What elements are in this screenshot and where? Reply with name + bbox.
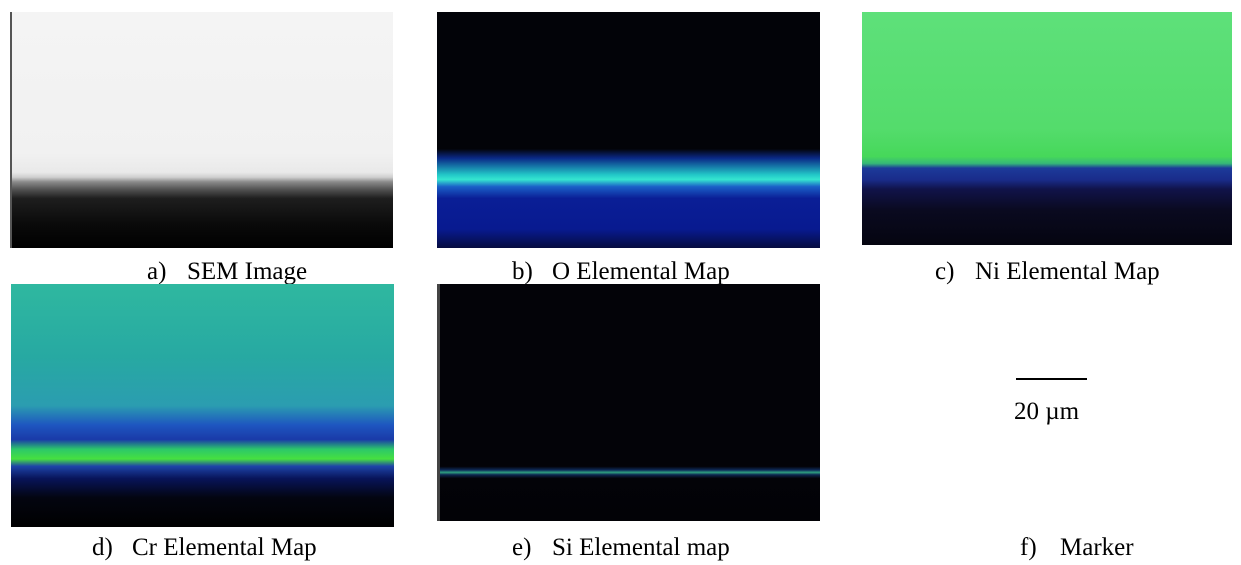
cr-elemental-map bbox=[11, 284, 394, 527]
sem-image bbox=[10, 12, 393, 248]
caption-o-map: b) O Elemental Map bbox=[512, 257, 730, 287]
caption-cr-map: d) Cr Elemental Map bbox=[92, 533, 317, 563]
caption-title: Marker bbox=[1060, 534, 1134, 561]
caption-title: Ni Elemental Map bbox=[975, 258, 1160, 285]
scale-bar-label: 20 µm bbox=[1014, 398, 1080, 425]
caption-si-map: e) Si Elemental map bbox=[512, 533, 730, 563]
caption-title: Cr Elemental Map bbox=[132, 534, 317, 561]
o-elemental-map bbox=[437, 12, 820, 248]
caption-sem-image: a) SEM Image bbox=[147, 257, 307, 287]
caption-letter: f) bbox=[1020, 534, 1037, 561]
caption-marker: f) Marker bbox=[1020, 533, 1134, 563]
si-elemental-map bbox=[437, 284, 820, 521]
caption-letter: b) bbox=[512, 258, 533, 285]
caption-letter: c) bbox=[935, 258, 955, 285]
caption-title: SEM Image bbox=[187, 258, 308, 285]
caption-letter: e) bbox=[512, 534, 532, 561]
caption-title: O Elemental Map bbox=[552, 258, 730, 285]
caption-letter: d) bbox=[92, 534, 113, 561]
ni-elemental-map bbox=[862, 12, 1232, 245]
caption-title: Si Elemental map bbox=[552, 534, 730, 561]
caption-ni-map: c) Ni Elemental Map bbox=[935, 257, 1160, 287]
caption-letter: a) bbox=[147, 258, 167, 285]
scale-bar-line bbox=[1016, 378, 1087, 380]
